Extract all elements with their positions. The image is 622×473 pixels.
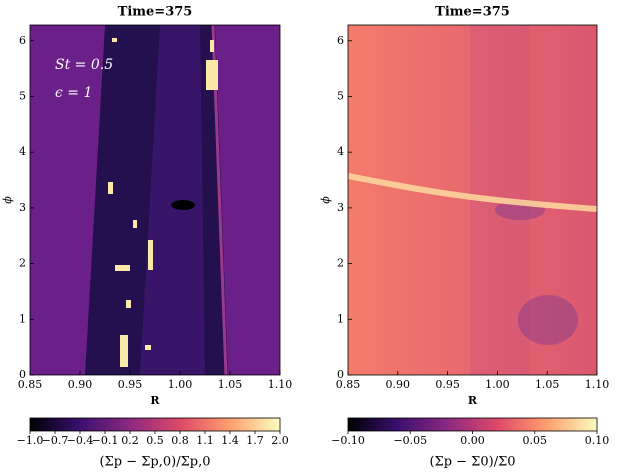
y-tick-label: 3 [19, 201, 26, 214]
x-tick-label: 0.90 [386, 378, 411, 391]
chart-title: Time=375 [118, 5, 193, 20]
field-right [348, 25, 597, 375]
y-tick-label: 2 [19, 257, 26, 270]
x-tick-label: 0.95 [435, 378, 460, 391]
colorbar [29, 417, 281, 432]
y-tick-label: 5 [337, 89, 344, 102]
colorbar-label: (Σp − Σ0)/Σ0 [429, 455, 515, 470]
colorbar-tick-label: 0.2 [121, 434, 139, 447]
x-tick-label: 1.05 [218, 378, 243, 391]
y-tick-label: 6 [337, 34, 344, 47]
x-tick-label: 0.90 [68, 378, 93, 391]
x-tick-label: 1.10 [585, 378, 610, 391]
colorbar-tick-label: −0.1 [92, 434, 119, 447]
axes-frame [29, 24, 281, 376]
annotation: St = 0.5 [55, 57, 113, 73]
x-tick-label: 1.00 [168, 378, 193, 391]
axes-frame [347, 24, 598, 376]
colorbar-tick-label: 2.0 [271, 434, 289, 447]
y-tick-label: 2 [337, 257, 344, 270]
colorbar-tick-label: −1.0 [17, 434, 44, 447]
colorbar-tick-label: 0.5 [146, 434, 164, 447]
chart-title: Time=375 [435, 5, 510, 20]
colorbar-label: (Σp − Σp,0)/Σp,0 [99, 455, 210, 470]
y-tick-label: 1 [337, 312, 344, 325]
colorbar-tick-label: 0.00 [460, 434, 485, 447]
y-tick-label: 0 [19, 368, 26, 381]
field-left [30, 25, 280, 375]
x-tick-label: 1.10 [268, 378, 293, 391]
x-tick-label: 0.85 [336, 378, 361, 391]
colorbar-tick-label: 1.7 [246, 434, 264, 447]
x-tick-label: 0.95 [118, 378, 143, 391]
colorbar-tick-label: −0.4 [67, 434, 94, 447]
y-axis-label: ϕ [319, 196, 332, 204]
y-tick-label: 3 [337, 201, 344, 214]
x-axis-label: R [468, 394, 478, 407]
colorbar-tick-label: −0.05 [393, 434, 427, 447]
x-tick-label: 0.85 [18, 378, 43, 391]
y-tick-label: 4 [337, 145, 344, 158]
colorbar-tick-label: 0.8 [171, 434, 189, 447]
y-axis-label: ϕ [1, 196, 14, 204]
colorbar-tick-label: 0.10 [585, 434, 610, 447]
x-tick-label: 1.00 [485, 378, 510, 391]
x-tick-label: 1.05 [535, 378, 560, 391]
colorbar-tick-label: 1.4 [221, 434, 239, 447]
x-axis-label: R [150, 394, 160, 407]
colorbar [347, 417, 598, 432]
y-tick-label: 1 [19, 312, 26, 325]
colorbar-tick-label: −0.10 [331, 434, 365, 447]
y-tick-label: 6 [19, 34, 26, 47]
y-tick-label: 4 [19, 145, 26, 158]
annotation: ϵ = 1 [55, 85, 92, 101]
colorbar-tick-label: 1.1 [196, 434, 214, 447]
y-tick-label: 0 [337, 368, 344, 381]
y-tick-label: 5 [19, 89, 26, 102]
colorbar-tick-label: 0.05 [523, 434, 548, 447]
colorbar-tick-label: −0.7 [42, 434, 69, 447]
